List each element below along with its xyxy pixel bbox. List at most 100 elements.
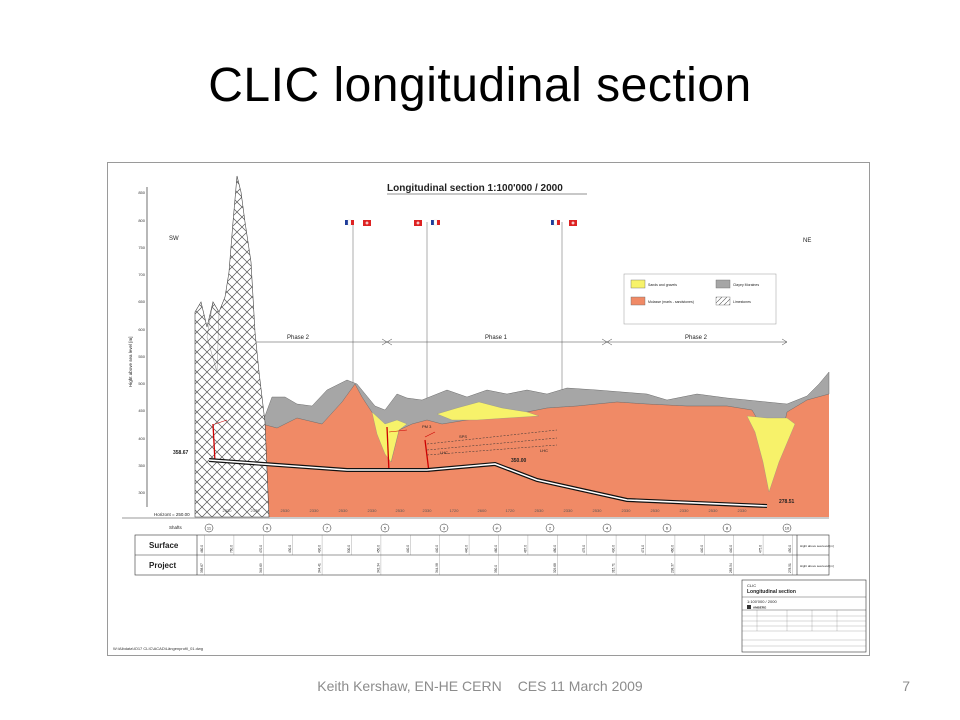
row-unit: Hight above sea level [m]	[800, 564, 834, 568]
surface-value: 470.0	[259, 545, 263, 553]
distance-label: 2330	[680, 508, 690, 513]
company-logo-icon	[747, 605, 751, 609]
phase-label: Phase 2	[287, 335, 310, 341]
shaft-number: 10	[785, 526, 790, 531]
y-tick: 400	[138, 436, 145, 441]
distance-label: 2330	[564, 508, 574, 513]
page-number: 7	[902, 678, 910, 694]
project-value: 358.67	[200, 563, 204, 573]
elevation-left: 358.67	[173, 450, 189, 456]
distance-label: 2530	[281, 508, 291, 513]
drawing-svg: Longitudinal section 1:100'000 / 2000 Hi…	[107, 162, 870, 656]
france-flag-icon	[431, 219, 440, 226]
title-block-name: Longitudinal section	[747, 589, 796, 595]
project-value: 283.54	[729, 563, 733, 573]
surface-value: 460.0	[670, 545, 674, 553]
y-tick: 750	[138, 245, 145, 250]
distance-label: 2530	[223, 508, 233, 513]
y-tick: 800	[138, 218, 145, 223]
distance-label: 2330	[423, 508, 433, 513]
surface-value: 490.0	[612, 545, 616, 553]
project-value: 329.68	[553, 563, 557, 573]
surface-row-label: Surface	[149, 541, 179, 550]
distance-label: 2330	[310, 508, 320, 513]
surface-value: 440.0	[729, 545, 733, 553]
y-tick: 700	[138, 272, 145, 277]
project-value: 349.69	[259, 563, 263, 573]
swiss-flag-icon	[363, 220, 371, 226]
limestone-layer	[206, 301, 220, 373]
y-tick: 450	[138, 408, 145, 413]
label-lhc: LHC	[540, 448, 548, 453]
direction-ne: NE	[803, 238, 811, 244]
title-block-scale: 1:100'000 / 2000	[747, 599, 777, 604]
legend-clayey: Clayey Moraines	[733, 283, 759, 287]
shafts-vertical	[212, 423, 430, 473]
distance-label: 2530	[593, 508, 603, 513]
label-lhc: LHC	[440, 450, 448, 455]
sands-layer	[746, 415, 796, 493]
drawing-title: Longitudinal section 1:100'000 / 2000	[387, 183, 563, 194]
footer-event: CES 11 March 2009	[517, 678, 643, 694]
file-path: W:\Albdata\IO17 CLIC\ACAD\Längenprofil_0…	[113, 646, 203, 651]
surface-value: 450.0	[376, 545, 380, 553]
surface-value: 440.0	[700, 545, 704, 553]
distance-labels: 2530 2330 2530 2330 2530 2330 2530 2330 …	[223, 508, 748, 513]
surface-value: 760.0	[229, 545, 233, 553]
legend-swatch-molasse	[630, 296, 646, 306]
slide-title: CLIC longitudinal section	[208, 59, 752, 112]
y-axis: Hight above sea level [m] 850 800 750 70…	[128, 187, 148, 507]
legend-limestones: Limestones	[733, 300, 751, 304]
sands-layer	[436, 401, 540, 421]
legend-swatch-limestones	[715, 296, 731, 306]
distance-label: 2530	[709, 508, 719, 513]
distance-label: 2530	[396, 508, 406, 513]
project-value: 344.98	[435, 563, 439, 573]
shaft-number: 8	[726, 526, 729, 531]
surface-value: 475.0	[759, 545, 763, 553]
project-value: 298.37	[670, 563, 674, 573]
y-tick: 500	[138, 381, 145, 386]
surface-value: 450.0	[788, 545, 792, 553]
shaft-markers: 11 9 7 5 3 IP 2 4 6 8 10	[204, 523, 792, 533]
legend-swatch-sands	[630, 279, 646, 289]
project-value: 350.0	[494, 565, 498, 573]
surface-value: 500.0	[347, 545, 351, 553]
y-tick: 850	[138, 190, 145, 195]
distance-label: 2330	[622, 508, 632, 513]
shaft-number: 3	[443, 526, 446, 531]
surface-value: 440.0	[435, 545, 439, 553]
shaft-number: 4	[606, 526, 609, 531]
project-value: 342.34	[376, 563, 380, 573]
distance-label: 2600	[478, 508, 488, 513]
distance-label: 2530	[651, 508, 661, 513]
legend-molasse: Molasse (marls - sandstones)	[648, 300, 694, 304]
y-tick: 300	[138, 490, 145, 495]
surface-value: 440.0	[465, 545, 469, 553]
swiss-flag-icon	[414, 220, 422, 226]
y-tick: 600	[138, 327, 145, 332]
elevation-mid: 350.00	[511, 458, 527, 464]
country-flags	[345, 219, 577, 226]
title-block-company: AMBERG	[753, 606, 767, 610]
project-value: 315.71	[612, 563, 616, 573]
surface-value: 460.0	[494, 545, 498, 553]
shaft-number: IP	[496, 527, 499, 531]
label-pm: PM 3	[422, 424, 432, 429]
france-flag-icon	[551, 219, 560, 226]
shaft-number: 7	[326, 526, 329, 531]
longitudinal-section-drawing: Longitudinal section 1:100'000 / 2000 Hi…	[107, 162, 870, 656]
distance-label: 2330	[368, 508, 378, 513]
y-axis-label: Hight above sea level [m]	[128, 336, 133, 387]
phase-label: Phase 1	[485, 335, 508, 341]
surface-value: 475.0	[582, 545, 586, 553]
shaft-number: 2	[549, 526, 552, 531]
legend-swatch-clayey	[715, 279, 731, 289]
phase-lines: Phase 2 Phase 1 Phase 2	[212, 335, 788, 346]
title-block: CLIC Longitudinal section 1:100'000 / 20…	[741, 579, 867, 653]
existing-tunnels	[426, 429, 558, 456]
elevation-right: 278.51	[779, 499, 795, 505]
horizont-label: Horizont = 250.00	[154, 512, 190, 517]
elevation-table: Surface Project Hight above sea level [m…	[134, 534, 834, 576]
row-unit: Hight above sea level [m]	[800, 544, 834, 548]
